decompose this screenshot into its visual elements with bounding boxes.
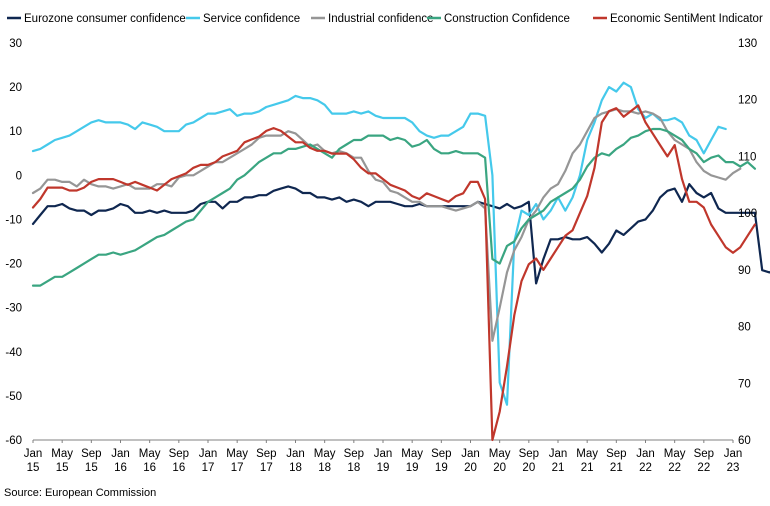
left-axis-tick-label: 10	[9, 126, 22, 138]
right-axis-tick-label: 100	[738, 208, 757, 220]
x-axis-tick-label-month: Jan	[199, 448, 218, 460]
x-axis-tick-label-month: May	[576, 448, 598, 460]
series-line-economic-sentiment-indicator	[31, 104, 757, 442]
x-axis-tick-label-month: May	[314, 448, 336, 460]
chart-series-lines	[31, 81, 770, 442]
source-note: Source: European Commission	[4, 487, 157, 499]
x-axis-tick-label-month: Jan	[636, 448, 655, 460]
x-axis-tick-label-month: Jan	[724, 448, 743, 460]
x-axis-tick-label-month: Sep	[519, 448, 539, 460]
left-axis-tick-label: -20	[5, 259, 22, 271]
left-axis-tick-label: -60	[5, 435, 22, 447]
right-axis-tick-label: 60	[738, 435, 751, 447]
x-axis-tick-label-year: 18	[347, 462, 360, 474]
x-axis-tick-label-month: May	[489, 448, 511, 460]
x-axis-tick-label-year: 17	[260, 462, 273, 474]
left-axis-tick-label: -50	[5, 391, 22, 403]
x-axis-tick-label-year: 15	[56, 462, 69, 474]
x-axis-tick-label-year: 20	[522, 462, 535, 474]
left-axis-tick-label: -10	[5, 214, 22, 226]
x-axis-tick-label-year: 20	[493, 462, 506, 474]
x-axis-tick-label-year: 18	[318, 462, 331, 474]
right-axis-tick-label: 120	[738, 95, 757, 107]
x-axis-tick-label-month: Sep	[81, 448, 101, 460]
x-axis-tick-label-year: 16	[114, 462, 127, 474]
chart-axes	[32, 439, 734, 443]
x-axis-tick-label-month: Sep	[344, 448, 364, 460]
series-line-eurozone-consumer-confidence	[31, 183, 770, 285]
x-axis-tick-label-month: May	[664, 448, 686, 460]
chart-legend: Eurozone consumer confidence Service conf…	[7, 13, 763, 25]
x-axis-tick-label-year: 18	[289, 462, 302, 474]
x-axis-tick-label-year: 22	[668, 462, 681, 474]
x-axis-tick-label-year: 19	[406, 462, 419, 474]
x-axis-tick-label-month: Jan	[374, 448, 393, 460]
x-axis-tick-label-month: May	[226, 448, 248, 460]
x-axis-tick-label-year: 21	[610, 462, 623, 474]
x-axis-tick-label-month: Jan	[286, 448, 305, 460]
series-line-service-confidence	[31, 81, 727, 406]
x-axis-tick-label-year: 15	[27, 462, 40, 474]
x-axis-tick-label-month: Sep	[169, 448, 189, 460]
x-axis-tick-label-year: 21	[581, 462, 594, 474]
right-axis-tick-label: 110	[738, 151, 756, 163]
x-axis-tick-label-month: Sep	[606, 448, 626, 460]
series-line-construction-confidence	[31, 127, 757, 287]
x-axis-tick-label-month: Sep	[694, 448, 714, 460]
right-axis-tick-label: 70	[738, 378, 751, 390]
left-axis-tick-label: 0	[16, 170, 22, 182]
x-axis-tick-label-year: 15	[85, 462, 98, 474]
left-axis-tick-label: 30	[9, 38, 22, 50]
x-axis-tick-label-year: 22	[639, 462, 652, 474]
legend-label: Eurozone consumer confidence	[24, 13, 186, 25]
x-axis-tick-label-month: Jan	[24, 448, 43, 460]
x-axis-tick-label-year: 16	[143, 462, 156, 474]
x-axis-tick-label-year: 16	[172, 462, 185, 474]
left-axis-tick-label: -40	[5, 347, 22, 359]
x-axis-tick-label-month: May	[51, 448, 73, 460]
left-axis-tick-label: -30	[5, 303, 22, 315]
x-axis-tick-label-year: 23	[727, 462, 740, 474]
right-axis-tick-label: 80	[738, 322, 751, 334]
legend-label: Construction Confidence	[444, 13, 570, 25]
x-axis-tick-label-month: May	[401, 448, 423, 460]
x-axis-tick-label-month: Jan	[111, 448, 130, 460]
left-axis-tick-label: 20	[9, 82, 22, 94]
x-axis-tick-label-year: 19	[377, 462, 390, 474]
x-axis-tick-label-month: Sep	[431, 448, 451, 460]
x-axis-tick-label-year: 17	[202, 462, 215, 474]
x-axis-tick-label-month: Jan	[549, 448, 568, 460]
legend-label: Economic SentiMent Indicator	[610, 13, 763, 25]
x-axis-tick-label-year: 17	[231, 462, 244, 474]
x-axis-tick-label-year: 21	[552, 462, 565, 474]
x-axis-tick-label-year: 19	[435, 462, 448, 474]
x-axis-tick-label-month: Sep	[256, 448, 276, 460]
legend-label: Industrial confidence	[328, 13, 433, 25]
right-axis-tick-label: 130	[738, 38, 757, 50]
chart-tick-labels: 3020100-10-20-30-40-50-60130120110100908…	[5, 38, 757, 474]
x-axis-tick-label-year: 22	[697, 462, 710, 474]
right-axis-tick-label: 90	[738, 265, 751, 277]
x-axis-tick-label-month: Jan	[461, 448, 480, 460]
x-axis-tick-label-month: May	[139, 448, 161, 460]
legend-label: Service confidence	[203, 13, 300, 25]
x-axis-tick-label-year: 20	[464, 462, 477, 474]
